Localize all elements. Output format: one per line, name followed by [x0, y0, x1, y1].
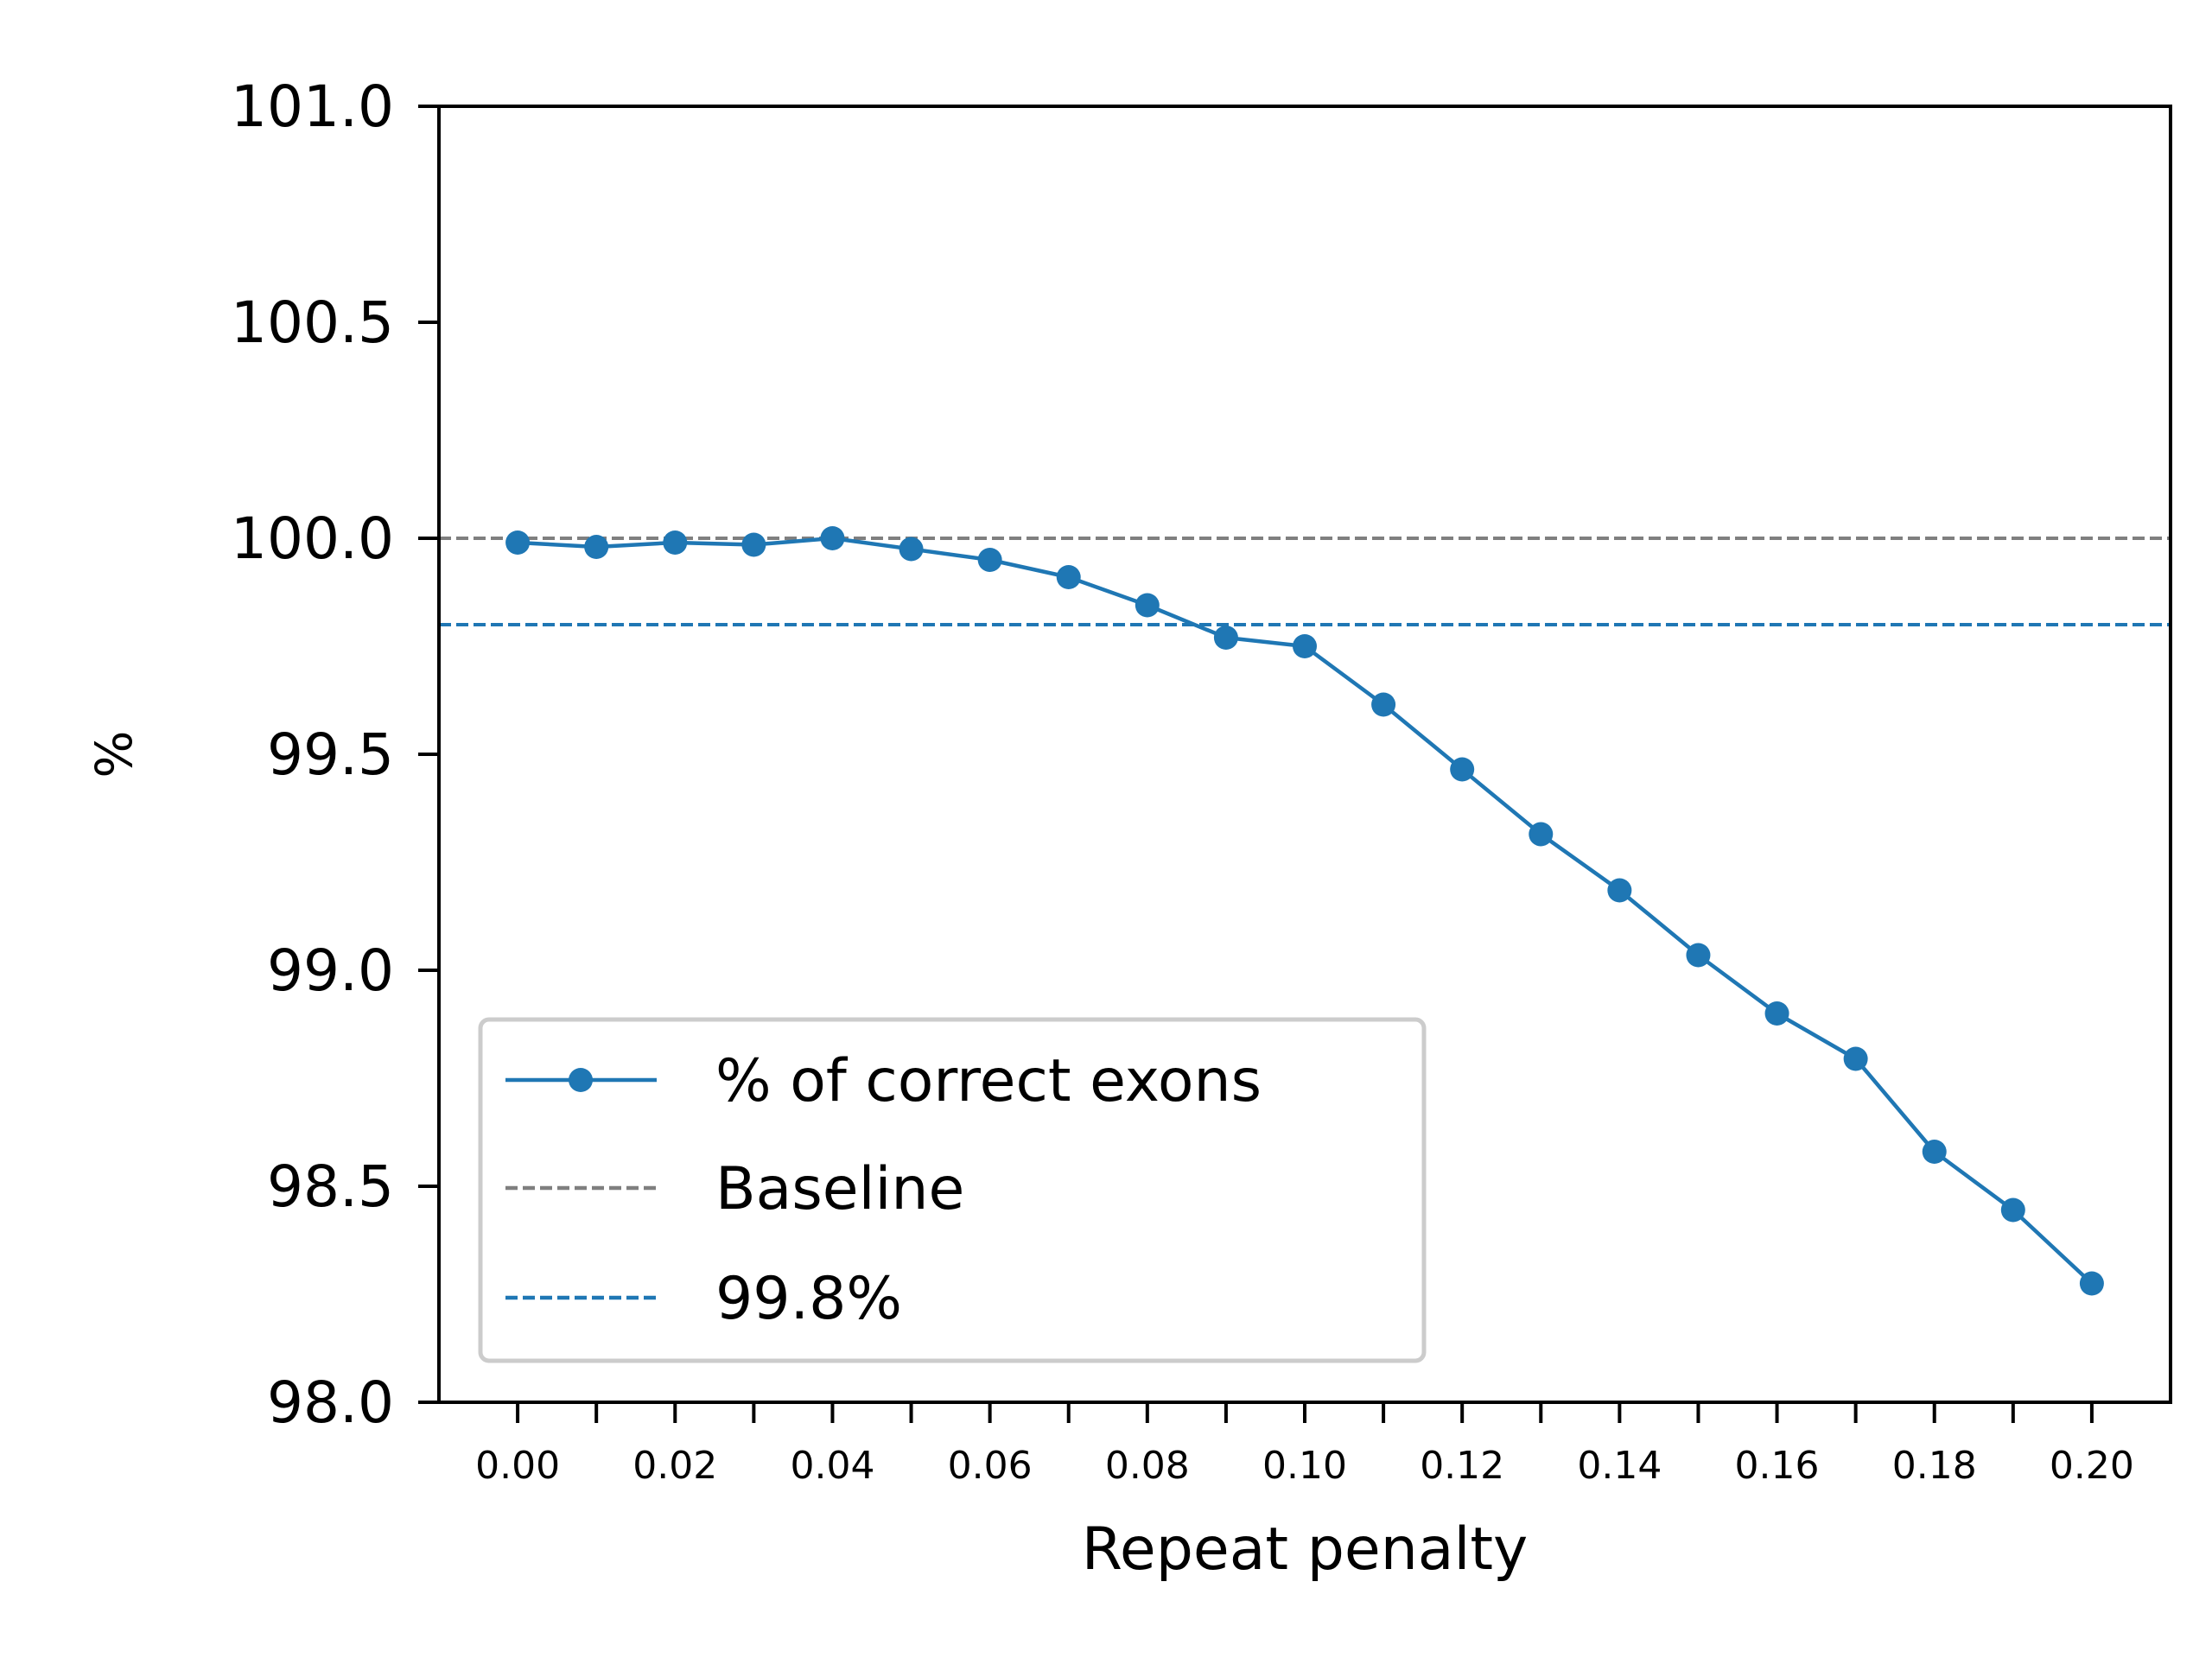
legend: % of correct exons Baseline 99.8%: [478, 1017, 1427, 1363]
x-tick-label: 0.00: [475, 1444, 560, 1488]
y-tick-label: 101.0: [231, 73, 394, 140]
data-point: [741, 532, 766, 557]
data-point: [1135, 593, 1160, 618]
data-point: [1922, 1140, 1947, 1164]
legend-label: 99.8%: [715, 1265, 902, 1333]
data-point: [820, 526, 845, 550]
data-point: [1213, 626, 1238, 650]
x-tick-label: 0.04: [790, 1444, 874, 1488]
data-point: [1686, 943, 1711, 968]
data-point: [977, 548, 1002, 572]
legend-label: % of correct exons: [715, 1047, 1262, 1115]
y-axis: 98.0 98.5 99.0 99.5 100.0 100.5 101.0: [231, 73, 439, 1436]
series-layer: [505, 526, 2104, 1296]
x-tick-label: 0.14: [1577, 1444, 1662, 1488]
x-axis: 0.00 0.02 0.04 0.06 0.08 0.10 0.12 0.14 0.16 0.18…: [475, 1402, 2134, 1488]
x-tick-label: 0.02: [632, 1444, 717, 1488]
data-point: [1371, 692, 1396, 717]
data-point: [1764, 1001, 1789, 1026]
y-tick-label: 99.5: [267, 721, 394, 788]
x-tick-label: 0.20: [2050, 1444, 2134, 1488]
legend-items: % of correct exons Baseline 99.8%: [505, 1047, 1262, 1333]
legend-box: [478, 1017, 1427, 1363]
data-point: [2079, 1271, 2104, 1296]
data-point: [1607, 878, 1632, 903]
reference-lines: [439, 537, 2171, 626]
data-point: [584, 535, 609, 559]
x-tick-label: 0.08: [1105, 1444, 1190, 1488]
x-tick-label: 0.16: [1735, 1444, 1820, 1488]
data-point: [1450, 757, 1475, 782]
y-tick-label: 98.0: [267, 1369, 394, 1436]
data-point: [1843, 1046, 1868, 1071]
y-tick-label: 100.5: [231, 289, 394, 356]
x-tick-label: 0.12: [1420, 1444, 1504, 1488]
x-axis-label: Repeat penalty: [1082, 1515, 1529, 1584]
data-point: [505, 530, 531, 555]
y-axis-label: %: [85, 730, 143, 778]
x-tick-label: 0.18: [1892, 1444, 1977, 1488]
y-tick-label: 100.0: [231, 505, 394, 572]
data-point: [663, 530, 688, 555]
data-point: [1056, 565, 1081, 589]
x-tick-label: 0.06: [948, 1444, 1033, 1488]
y-tick-label: 98.5: [267, 1153, 394, 1220]
data-point: [899, 537, 924, 562]
data-point: [2000, 1197, 2025, 1223]
legend-marker: [569, 1068, 593, 1092]
legend-label: Baseline: [715, 1155, 964, 1223]
y-tick-label: 99.0: [267, 937, 394, 1004]
data-point: [1293, 634, 1317, 658]
data-point: [1529, 822, 1554, 847]
x-tick-label: 0.10: [1262, 1444, 1347, 1488]
